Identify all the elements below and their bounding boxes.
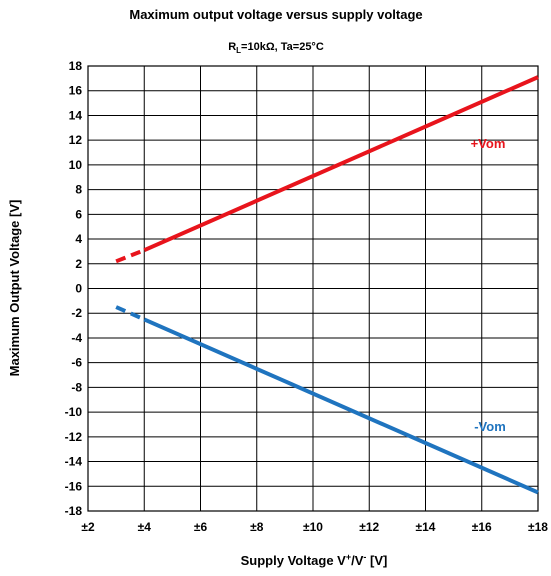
subtitle-r-subscript: L [236,46,241,55]
x-tick-label: ±18 [528,520,548,534]
y-tick-label: 2 [75,257,82,271]
y-tick-label: 12 [69,133,83,147]
x-tick-label: ±8 [250,520,264,534]
annotation-minus-vom: -Vom [474,419,506,434]
x-axis-label-sup-plus: + [346,552,351,562]
x-tick-labels: ±2 ±4 ±6 ±8 ±10 ±12 ±14 ±16 ±18 [81,520,548,534]
x-axis-label-suffix: [V] [366,553,387,568]
chart-subtitle: RL=10kΩ, Ta=25°C [228,41,324,55]
y-tick-label: -6 [71,356,82,370]
y-tick-label: -18 [65,504,83,518]
series-minus-vom-line [143,317,539,495]
y-tick-label: -12 [65,430,83,444]
y-tick-label: -4 [71,331,82,345]
y-tick-label: 0 [75,282,82,296]
y-tick-label: 16 [69,84,83,98]
y-tick-label: 4 [75,232,82,246]
series-plus-vom-dashed-line [115,248,145,264]
subtitle-r: R [228,41,236,53]
x-tick-label: ±2 [81,520,95,534]
x-tick-label: ±14 [416,520,436,534]
x-axis-label: Supply Voltage V+/V- [V] [241,552,388,568]
chart-title: Maximum output voltage versus supply vol… [129,7,422,22]
series-lines [115,75,539,495]
series-minus-vom-dashed-line [115,305,146,322]
y-tick-label: -16 [65,479,83,493]
x-axis-label-slash: /V [351,553,364,568]
x-axis-label-prefix: Supply Voltage V [241,553,347,568]
y-tick-label: 6 [75,207,82,221]
x-axis-label-sup-minus: - [363,552,366,562]
y-tick-label: 18 [69,59,83,73]
y-tick-label: -8 [71,380,82,394]
y-tick-label: 8 [75,183,82,197]
subtitle-rest: =10kΩ, Ta=25°C [241,41,324,53]
y-axis-label: Maximum Output Voltage [V] [7,200,22,377]
grid-lines [88,66,538,511]
series-plus-vom-line [143,75,539,253]
x-tick-label: ±4 [138,520,152,534]
annotation-plus-vom: +Vom [471,136,506,151]
x-tick-label: ±16 [472,520,492,534]
x-tick-label: ±10 [303,520,323,534]
y-tick-label: -14 [65,455,83,469]
plot-frame [87,65,539,512]
y-tick-label: 14 [69,108,83,122]
y-tick-label: 10 [69,158,83,172]
x-tick-label: ±12 [359,520,379,534]
y-tick-label: -10 [65,405,83,419]
x-tick-label: ±6 [194,520,208,534]
y-tick-label: -2 [71,306,82,320]
y-tick-labels: -18 -16 -14 -12 -10 -8 -6 -4 -2 0 2 4 6 8 10 12 14 16 18 [65,59,83,518]
